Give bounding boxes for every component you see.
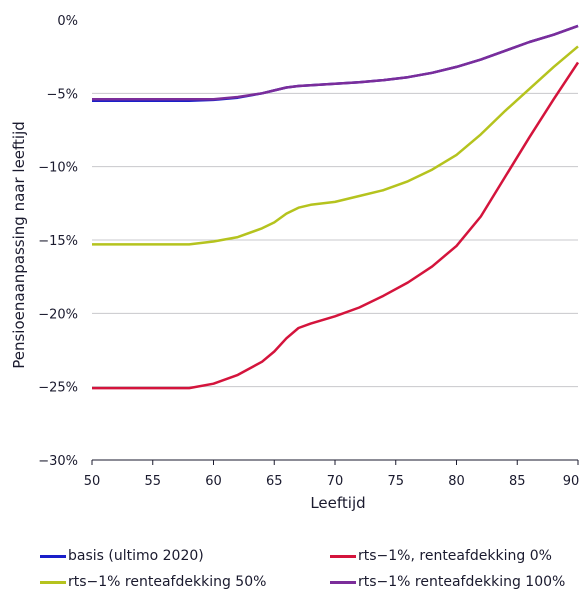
legend-item: basis (ultimo 2020): [40, 548, 204, 564]
x-tick-label: 60: [205, 474, 222, 489]
legend-label: rts−1% renteafdekking 100%: [358, 574, 565, 590]
x-tick-label: 75: [387, 474, 404, 489]
x-tick-label: 70: [327, 474, 344, 489]
x-tick-label: 65: [266, 474, 283, 489]
x-tick-label: 80: [448, 474, 465, 489]
y-tick-label: 0%: [57, 14, 78, 29]
legend-label: basis (ultimo 2020): [68, 548, 204, 564]
y-tick-label: −15%: [38, 234, 78, 249]
x-tick-label: 90: [563, 474, 579, 489]
y-tick-label: −5%: [46, 87, 78, 102]
y-axis-title: Pensioenaanpassing naar leeftijd: [10, 121, 28, 369]
line-chart: 0% −5% −10% −15% −20% −25% −30% 50 55 60 65 70 75 80…: [0, 0, 579, 540]
legend-item: rts−1% renteafdekking 50%: [40, 574, 266, 590]
y-axis-ticks: 0% −5% −10% −15% −20% −25% −30%: [38, 14, 78, 469]
series-line-1: [92, 26, 578, 101]
x-tick-label: 50: [84, 474, 101, 489]
y-tick-label: −10%: [38, 161, 78, 176]
legend-label: rts−1% renteafdekking 50%: [68, 574, 266, 590]
x-tick-label: 85: [509, 474, 526, 489]
y-tick-label: −30%: [38, 454, 78, 469]
series-lines: [92, 26, 578, 388]
y-tick-label: −20%: [38, 307, 78, 322]
legend: basis (ultimo 2020) rts−1%, renteafdekkin…: [0, 540, 579, 592]
legend-swatch: [40, 581, 66, 584]
x-axis-ticks: 50 55 60 65 70 75 80 85 90: [84, 460, 579, 489]
gridlines: [92, 93, 578, 460]
legend-swatch: [40, 555, 66, 558]
y-tick-label: −25%: [38, 381, 78, 396]
legend-item: rts−1% renteafdekking 100%: [330, 574, 565, 590]
legend-label: rts−1%, renteafdekking 0%: [358, 548, 552, 564]
x-tick-label: 55: [144, 474, 161, 489]
legend-swatch: [330, 555, 356, 558]
legend-item: rts−1%, renteafdekking 0%: [330, 548, 552, 564]
series-line-3: [92, 46, 578, 244]
legend-swatch: [330, 581, 356, 584]
series-line-4: [92, 26, 578, 99]
x-axis-title: Leeftijd: [310, 494, 365, 512]
